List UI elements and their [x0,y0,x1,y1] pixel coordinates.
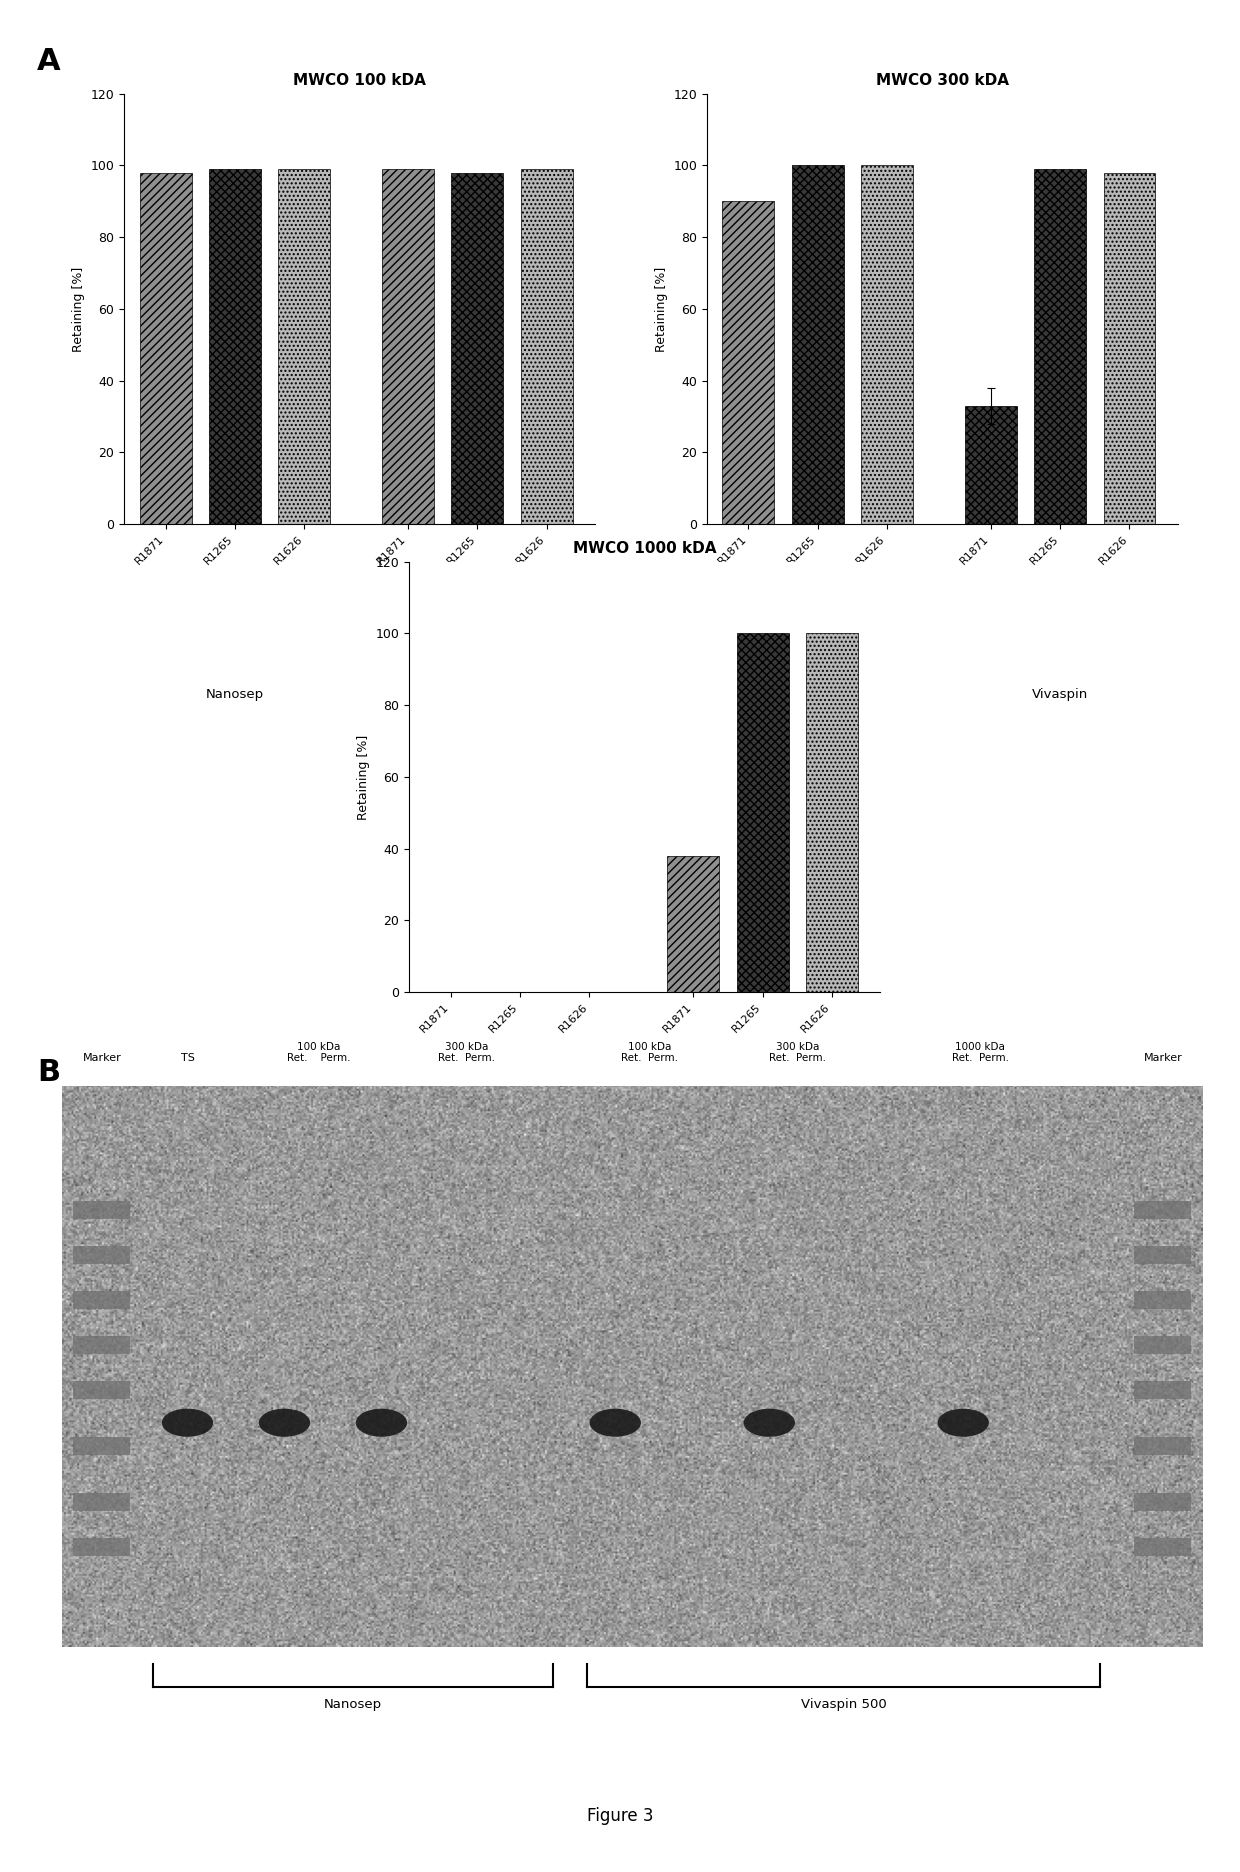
Text: Nanosep: Nanosep [491,1155,549,1168]
Text: Nanosep: Nanosep [206,687,264,700]
Bar [1135,1337,1192,1353]
Bar [1135,1247,1192,1264]
Bar [73,1202,130,1219]
Bar [73,1494,130,1511]
Bar [1034,168,1086,524]
Y-axis label: Retaining [%]: Retaining [%] [72,266,84,352]
Bar [1135,1292,1192,1309]
Text: Marker: Marker [1143,1054,1182,1063]
Bar [1135,1202,1192,1219]
Bar [1135,1494,1192,1511]
Bar [208,168,260,524]
Text: Figure 3: Figure 3 [587,1806,653,1825]
Bar [73,1247,130,1264]
Y-axis label: Retaining [%]: Retaining [%] [655,266,667,352]
Ellipse shape [356,1408,407,1438]
Text: TS: TS [181,1054,195,1063]
Bar [73,1438,130,1455]
Text: 300 kDa
Ret.  Perm.: 300 kDa Ret. Perm. [769,1041,826,1063]
Bar [382,168,434,524]
Text: 100 kDa
Ret.    Perm.: 100 kDa Ret. Perm. [286,1041,351,1063]
Bar [73,1382,130,1398]
Bar [451,172,503,524]
Ellipse shape [937,1408,990,1438]
Bar [791,165,843,524]
Ellipse shape [590,1408,641,1438]
Bar [521,168,573,524]
Bar [73,1337,130,1353]
Bar [737,633,789,992]
Text: Vivaspin 500: Vivaspin 500 [801,1698,887,1711]
Text: B: B [37,1058,61,1086]
Text: Nanosep: Nanosep [324,1698,382,1711]
Text: 300 kDa
Ret.  Perm.: 300 kDa Ret. Perm. [439,1041,496,1063]
Text: Marker: Marker [83,1054,122,1063]
Text: A: A [37,47,61,75]
Text: 1000 kDa
Ret.  Perm.: 1000 kDa Ret. Perm. [952,1041,1009,1063]
Bar [723,202,774,524]
Text: 100 kDa
Ret.  Perm.: 100 kDa Ret. Perm. [621,1041,678,1063]
Text: Vivaspin: Vivaspin [734,1155,791,1168]
Bar [1104,172,1156,524]
Text: Nanosep: Nanosep [789,687,847,700]
Bar [278,168,330,524]
Text: Vivaspin: Vivaspin [449,687,506,700]
Ellipse shape [744,1408,795,1438]
Bar [861,165,913,524]
Bar [667,856,719,992]
Ellipse shape [161,1408,213,1438]
Title: MWCO 300 kDA: MWCO 300 kDA [875,73,1009,88]
Bar [806,633,858,992]
Bar [140,172,191,524]
Bar [1135,1438,1192,1455]
Bar [73,1292,130,1309]
Title: MWCO 1000 kDA: MWCO 1000 kDA [573,541,717,556]
Y-axis label: Retaining [%]: Retaining [%] [357,734,370,820]
Bar [1135,1539,1192,1556]
Text: Vivaspin: Vivaspin [1032,687,1089,700]
Bar [1135,1382,1192,1398]
Bar [965,406,1017,524]
Bar [73,1539,130,1556]
Title: MWCO 100 kDA: MWCO 100 kDA [293,73,427,88]
Ellipse shape [259,1408,310,1438]
